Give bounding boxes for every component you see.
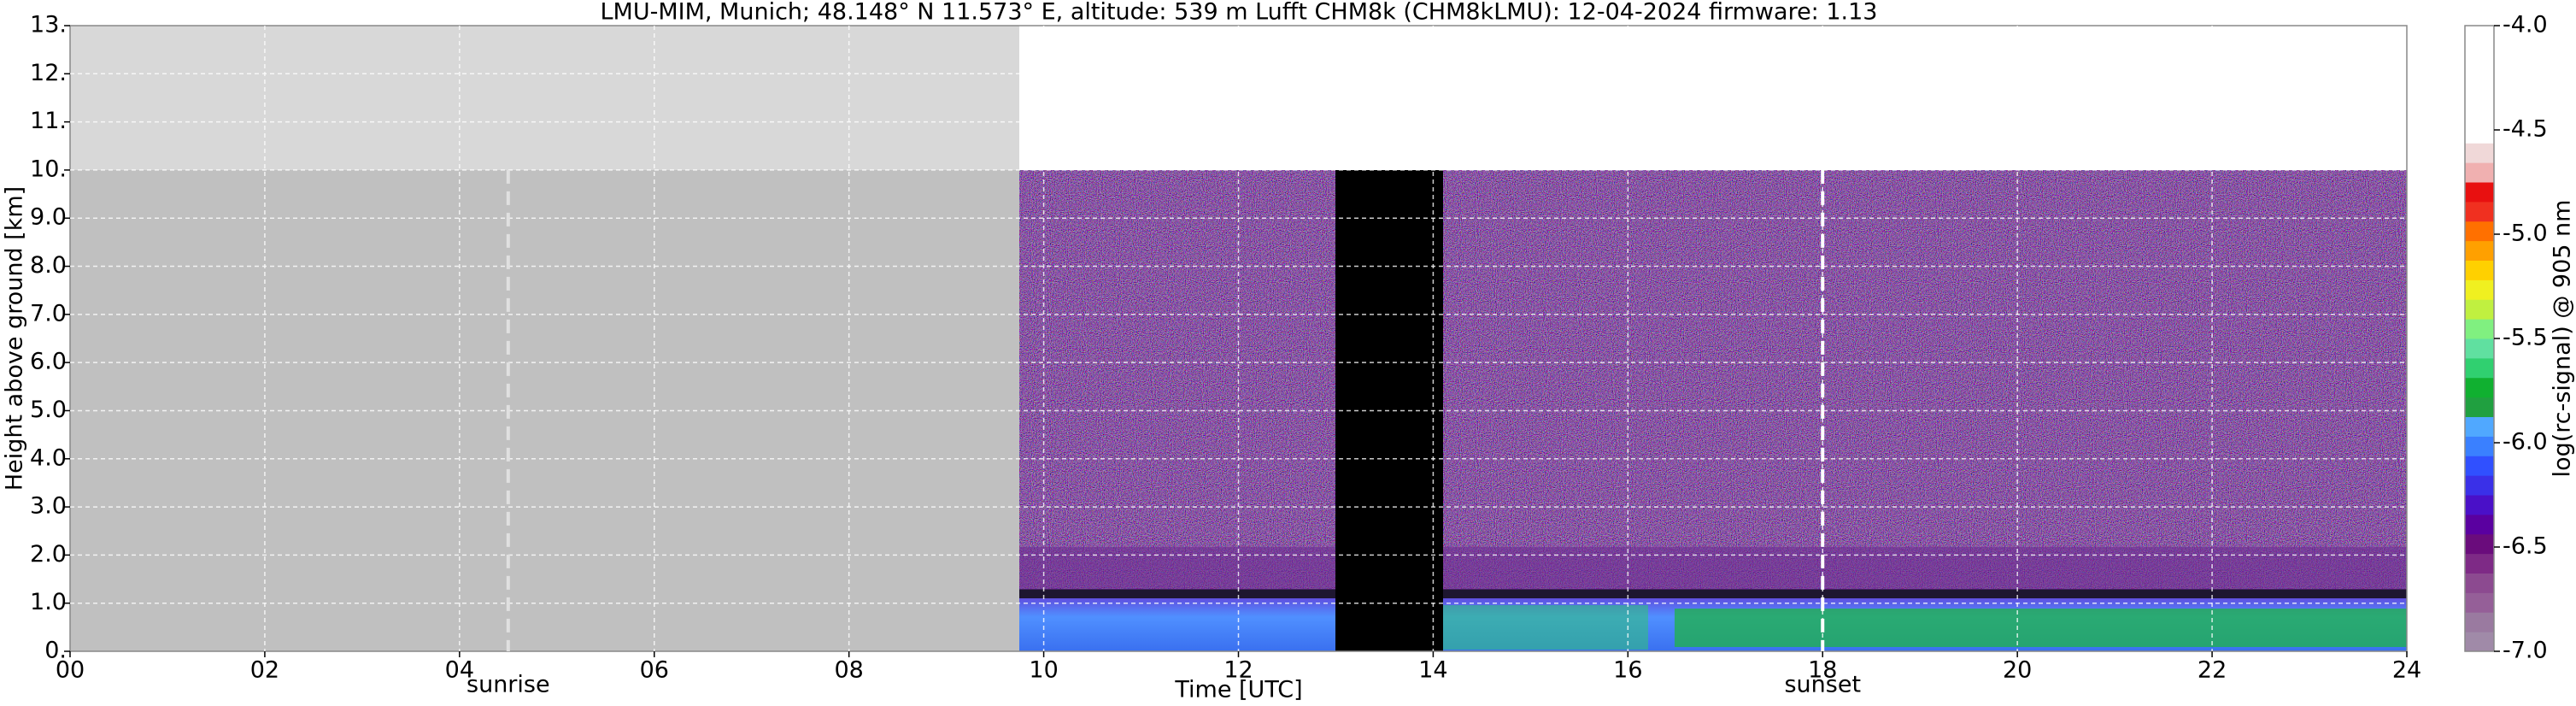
colorbar-band [2465, 240, 2494, 261]
colorbar-band [2465, 319, 2494, 339]
marker-label: sunrise [466, 672, 550, 698]
colorbar-tick-label: -7.0 [2503, 638, 2548, 664]
colorbar-band [2465, 84, 2494, 104]
x-tick-label: 24 [2392, 657, 2421, 684]
x-tick-label: 08 [834, 657, 863, 684]
colorbar-band [2465, 357, 2494, 379]
colorbar-band [2465, 143, 2494, 163]
y-tick-label: 3.0 [30, 493, 67, 520]
colorbar-tick-label: -4.5 [2503, 116, 2548, 143]
colorbar-band [2465, 221, 2494, 242]
colorbar-band [2465, 612, 2494, 632]
colorbar-tick-label: -4.0 [2503, 12, 2548, 38]
y-axis-label: Height above ground [km] [2, 186, 28, 491]
colorbar-band [2465, 44, 2494, 66]
colorbar-band [2465, 123, 2494, 144]
x-tick-label: 14 [1418, 657, 1447, 684]
x-axis-label: Time [UTC] [1174, 677, 1302, 703]
y-tick-label: 12. [30, 60, 67, 86]
colorbar-band [2465, 495, 2494, 515]
x-tick-label: 20 [2003, 657, 2032, 684]
colorbar-band [2465, 533, 2494, 555]
y-tick-label: 10. [30, 156, 67, 182]
colorbar-band [2465, 299, 2494, 320]
colorbar-band [2465, 103, 2494, 124]
colorbar-band [2465, 64, 2494, 85]
colorbar-band [2465, 377, 2494, 398]
colorbar-band [2465, 632, 2494, 652]
y-tick-label: 11. [30, 108, 67, 134]
colorbar-tick-label: -6.0 [2503, 429, 2548, 456]
x-tick-label: 00 [56, 657, 85, 684]
x-tick-label: 18 [1808, 657, 1837, 684]
x-tick-label: 06 [640, 657, 669, 684]
x-tick-label: 04 [445, 657, 474, 684]
colorbar-band [2465, 279, 2494, 300]
x-tick-label: 10 [1029, 657, 1058, 684]
colorbar-band [2465, 162, 2494, 183]
x-tick-label: 12 [1223, 657, 1253, 684]
y-tick-label: 2.0 [30, 541, 67, 568]
colorbar-band [2465, 436, 2494, 456]
colorbar-band [2465, 573, 2494, 593]
y-tick-label: 5.0 [30, 397, 67, 423]
colorbar-band [2465, 182, 2494, 203]
colorbar-band [2465, 475, 2494, 496]
colorbar-label: log(rc-signal) @ 905 nm [2550, 200, 2576, 478]
y-tick-label: 6.0 [30, 349, 67, 375]
colorbar-tick-label: -5.5 [2503, 325, 2548, 351]
colorbar-band [2465, 397, 2494, 417]
marker-label: sunset [1784, 672, 1861, 698]
chart-title: LMU-MIM, Munich; 48.148° N 11.573° E, al… [601, 0, 1878, 26]
y-tick-label: 1.0 [30, 589, 67, 615]
colorbar-band [2465, 260, 2494, 280]
x-tick-label: 02 [250, 657, 279, 684]
colorbar-band [2465, 26, 2494, 46]
y-tick-label: 4.0 [30, 444, 67, 471]
colorbar-band [2465, 338, 2494, 359]
colorbar-band [2465, 456, 2494, 476]
x-tick-label: 16 [1613, 657, 1642, 684]
colorbar-band [2465, 201, 2494, 222]
colorbar-band [2465, 592, 2494, 613]
colorbar-tick-label: -6.5 [2503, 533, 2548, 560]
y-tick-label: 9.0 [30, 204, 67, 231]
y-tick-label: 7.0 [30, 300, 67, 327]
heatmap-background [70, 26, 2407, 651]
y-tick-label: 8.0 [30, 252, 67, 279]
colorbar-band [2465, 553, 2494, 574]
y-tick-label: 13. [30, 12, 67, 38]
colorbar-tick-label: -5.0 [2503, 221, 2548, 247]
colorbar-band [2465, 514, 2494, 535]
y-tick-label: 0. [44, 638, 67, 664]
x-tick-label: 22 [2198, 657, 2227, 684]
colorbar-band [2465, 416, 2494, 437]
